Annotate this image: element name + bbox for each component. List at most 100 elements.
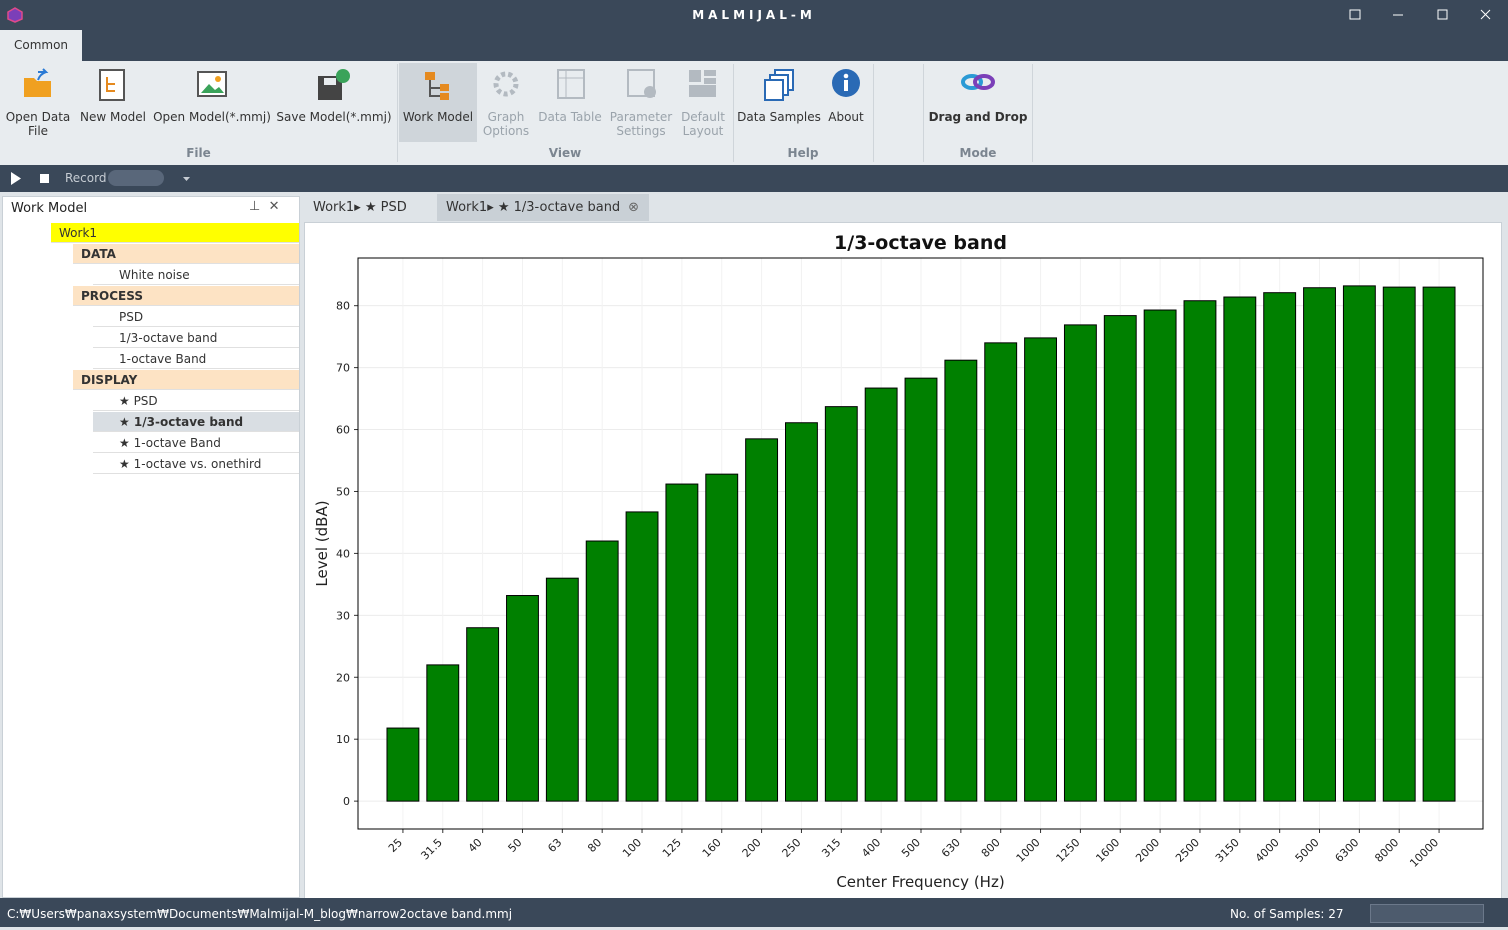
tree-group[interactable]: PROCESS: [73, 286, 299, 306]
bar: [745, 438, 779, 802]
chart: 1/3-octave band 0 10 20 30 40 50 60 70 80 25 31.5 40…: [313, 232, 1484, 891]
ribbon-button[interactable]: Open Data File: [2, 62, 74, 142]
tree-item[interactable]: ★ 1-octave vs. onethird: [93, 454, 299, 474]
tree-item[interactable]: ★ 1/3-octave band: [93, 412, 299, 432]
app-icon: [7, 7, 23, 23]
panel-title: Work Model: [11, 201, 88, 216]
x-tick-label: 50: [506, 836, 525, 855]
y-tick-label: 0: [343, 795, 350, 808]
tree-item[interactable]: PSD: [93, 307, 299, 327]
y-tick-label: 10: [336, 733, 350, 746]
bar: [1183, 300, 1217, 802]
ribbon-button[interactable]: Work Model: [399, 62, 477, 142]
file-path: C:₩Users₩panaxsystem₩Documents₩Malmijal-…: [7, 907, 513, 921]
ribbon-group-label: Help: [787, 146, 819, 160]
ribbon: [0, 61, 1508, 165]
y-tick-label: 50: [336, 485, 350, 498]
bar: [1342, 285, 1376, 802]
play-stop[interactable]: [8, 171, 58, 187]
tree-root[interactable]: Work1: [51, 223, 299, 243]
ribbon-button[interactable]: New Model: [78, 62, 148, 142]
button-label: Open Model(*.mmj): [153, 110, 271, 124]
bar: [1223, 296, 1257, 802]
x-tick-label: 125: [660, 836, 684, 860]
x-tick-label: 6300: [1333, 836, 1362, 865]
dropdown[interactable]: [182, 175, 192, 183]
tree: Work1 DATA White noise PROCESS PSD 1/3-octave…: [3, 223, 299, 483]
x-tick-label: 100: [620, 836, 644, 860]
bar: [785, 422, 818, 802]
button-label: Open Data File: [5, 110, 71, 138]
y-tick-label: 60: [336, 424, 350, 437]
x-tick-label: 63: [545, 836, 564, 855]
tree-group[interactable]: DISPLAY: [73, 370, 299, 390]
separator: [923, 64, 924, 162]
bar: [1063, 324, 1097, 802]
button-label: Save Model(*.mmj): [276, 110, 392, 124]
tree-item[interactable]: White noise: [93, 265, 299, 285]
ribbon-button[interactable]: Drag and Drop: [926, 62, 1030, 142]
bar: [665, 483, 699, 802]
y-tick-label: 40: [336, 547, 350, 560]
x-tick-label: 31.5: [418, 836, 445, 863]
toolbar: Record: [0, 165, 1508, 192]
ribbon-button[interactable]: Parameter Settings: [608, 62, 674, 142]
plot-frame: [357, 257, 1484, 830]
x-tick-label: 1000: [1014, 836, 1043, 865]
y-tick-label: 70: [336, 362, 350, 375]
bar: [705, 473, 739, 802]
ribbon-button[interactable]: Graph Options: [480, 62, 532, 142]
button-label: Data Samples: [737, 110, 821, 124]
x-tick-label: 80: [585, 836, 604, 855]
x-tick-label: 250: [780, 836, 804, 860]
bar: [1303, 287, 1336, 802]
button-label: Graph Options: [482, 110, 530, 138]
ribbon-button[interactable]: Default Layout: [678, 62, 728, 142]
x-tick-label: 1600: [1093, 836, 1122, 865]
sample-count: No. of Samples: 27: [1230, 907, 1344, 921]
ribbon-button[interactable]: Data Table: [536, 62, 604, 142]
ribbon-button[interactable]: Data Samples: [737, 62, 821, 142]
y-tick-label: 20: [336, 671, 350, 684]
bar: [545, 577, 579, 802]
ribbon-group-label: View: [548, 146, 582, 160]
ribbon-tab[interactable]: Common: [0, 30, 82, 61]
button-label: Data Table: [538, 110, 602, 124]
document-area: 1/3-octave band 0 10 20 30 40 50 60 70 80 25 31.5 40…: [304, 222, 1502, 900]
button-label: New Model: [79, 110, 147, 124]
doc-tab[interactable]: Work1▸ ★ PSD: [313, 200, 407, 215]
window-controls[interactable]: [1340, 0, 1508, 30]
tab-label: Work1▸ ★ 1/3-octave band: [446, 200, 621, 215]
x-tick-label: 630: [939, 836, 963, 860]
ribbon-button[interactable]: Open Model(*.mmj): [152, 62, 272, 142]
bar: [1382, 286, 1416, 802]
bar: [1422, 286, 1456, 802]
bar: [944, 359, 978, 802]
button-label: Drag and Drop: [928, 110, 1028, 124]
x-tick-label: 200: [740, 836, 764, 860]
ribbon-button[interactable]: About: [824, 62, 868, 142]
bar: [1263, 292, 1297, 802]
status-combo[interactable]: [1370, 904, 1484, 923]
x-tick-label: 8000: [1372, 836, 1401, 865]
tree-item[interactable]: 1/3-octave band: [93, 328, 299, 348]
record-toggle[interactable]: [108, 170, 164, 186]
panel-controls[interactable]: ⊥ ✕: [249, 199, 280, 214]
x-tick-label: 10000: [1407, 836, 1441, 870]
tree-item[interactable]: ★ PSD: [93, 391, 299, 411]
tree-item[interactable]: 1-octave Band: [93, 349, 299, 369]
doc-tab-active[interactable]: Work1▸ ★ 1/3-octave band ⊗: [437, 194, 649, 221]
separator: [733, 64, 734, 162]
bar: [506, 595, 539, 802]
ribbon-group-label: File: [186, 146, 211, 160]
tree-group[interactable]: DATA: [73, 244, 299, 264]
tree-item[interactable]: ★ 1-octave Band: [93, 433, 299, 453]
bar: [904, 377, 938, 802]
x-tick-label: 2500: [1173, 836, 1202, 865]
status-bar: C:₩Users₩panaxsystem₩Documents₩Malmijal-…: [0, 898, 1508, 927]
ribbon-button[interactable]: Save Model(*.mmj): [276, 62, 392, 142]
y-tick-label: 30: [336, 609, 350, 622]
separator: [397, 64, 398, 162]
ribbon-tab-row: [0, 30, 1508, 61]
x-tick-label: 400: [859, 836, 883, 860]
